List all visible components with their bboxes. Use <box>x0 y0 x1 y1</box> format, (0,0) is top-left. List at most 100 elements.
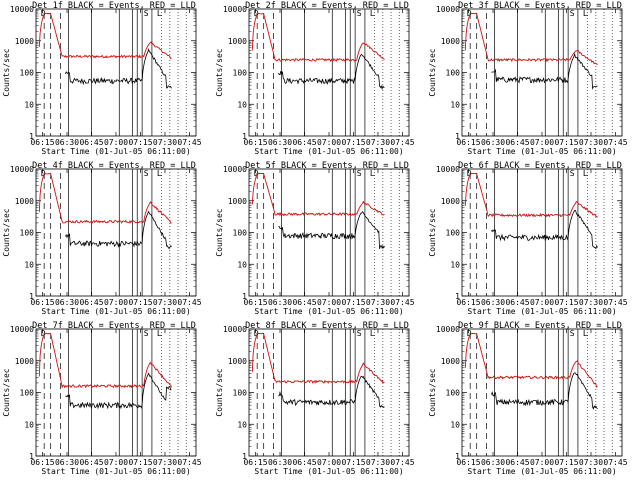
x-tick-label: 06:30 <box>268 458 292 467</box>
x-tick-label: 06:45 <box>505 138 529 147</box>
panel-label-s: S <box>357 329 362 338</box>
x-tick-label: 07:30 <box>366 458 390 467</box>
x-tick-label: 06:30 <box>268 298 292 307</box>
x-tick-label: 07:15 <box>128 138 152 147</box>
x-tick-label: 06:45 <box>79 458 103 467</box>
series-events-line <box>491 209 598 250</box>
y-tick-label: 10000 <box>436 165 460 174</box>
x-tick-label: 07:45 <box>177 138 201 147</box>
series-events-line <box>278 375 385 408</box>
panel-label-l: L <box>370 9 375 18</box>
x-tick-label: 07:45 <box>603 298 627 307</box>
y-tick-label: 1 <box>29 452 34 461</box>
x-tick-label: 07:00 <box>317 138 341 147</box>
panel-label-d: D <box>41 169 46 178</box>
x-tick-label: 06:45 <box>79 138 103 147</box>
x-tick-label: 06:15 <box>243 138 267 147</box>
x-axis-label: Start Time (01-Jul-05 06:11:00) <box>41 307 190 316</box>
y-axis-label: Counts/sec <box>215 48 224 96</box>
y-tick-label: 10000 <box>10 325 34 334</box>
x-tick-label: 07:30 <box>366 298 390 307</box>
x-tick-label: 06:15 <box>30 458 54 467</box>
y-axis-label: Counts/sec <box>215 208 224 256</box>
plot-frame <box>248 8 410 137</box>
x-tick-label: 07:00 <box>530 458 554 467</box>
panel-label-s: S <box>357 169 362 178</box>
panel-label-s: S <box>144 9 149 18</box>
y-tick-label: 1000 <box>15 197 34 206</box>
y-tick-label: 10000 <box>10 165 34 174</box>
x-tick-label: 07:30 <box>579 298 603 307</box>
panel-label-d: D <box>467 169 472 178</box>
y-tick-label: 10 <box>450 100 460 109</box>
y-axis-label: Counts/sec <box>215 368 224 416</box>
x-axis-label: Start Time (01-Jul-05 06:11:00) <box>254 147 403 156</box>
y-axis-label: Counts/sec <box>2 208 11 256</box>
chart-title: Det 7f BLACK = Events, RED = LLD <box>32 321 196 331</box>
x-tick-label: 06:15 <box>30 138 54 147</box>
x-tick-label: 07:45 <box>390 138 414 147</box>
panel-label-d: D <box>41 329 46 338</box>
y-axis-label: Counts/sec <box>2 368 11 416</box>
y-tick-label: 100 <box>20 389 35 398</box>
panel-label-s: S <box>570 9 575 18</box>
x-axis-label: Start Time (01-Jul-05 06:11:00) <box>467 307 616 316</box>
series-events-line <box>65 372 172 410</box>
y-tick-label: 100 <box>20 69 35 78</box>
x-tick-label: 06:30 <box>481 458 505 467</box>
x-tick-label: 07:15 <box>554 458 578 467</box>
x-axis-label: Start Time (01-Jul-05 06:11:00) <box>467 147 616 156</box>
x-tick-label: 07:30 <box>366 138 390 147</box>
chart-title: Det 2f BLACK = Events, RED = LLD <box>245 1 409 11</box>
x-tick-label: 06:30 <box>481 138 505 147</box>
series-lld-line <box>464 12 598 65</box>
chart-title: Det 9f BLACK = Events, RED = LLD <box>458 321 622 331</box>
x-tick-label: 06:15 <box>243 458 267 467</box>
panel-label-d: D <box>467 329 472 338</box>
y-tick-label: 1000 <box>228 357 247 366</box>
y-tick-label: 10 <box>237 260 247 269</box>
x-tick-label: 07:45 <box>603 138 627 147</box>
x-tick-label: 07:00 <box>317 298 341 307</box>
y-tick-label: 100 <box>446 69 461 78</box>
y-tick-label: 10000 <box>223 5 247 14</box>
x-tick-label: 07:00 <box>104 138 128 147</box>
series-lld-line <box>38 12 172 60</box>
x-tick-label: 07:30 <box>153 298 177 307</box>
series-lld-line <box>464 332 598 388</box>
y-axis-label: Counts/sec <box>428 48 437 96</box>
x-tick-label: 06:45 <box>79 298 103 307</box>
chart-panel-2: Det 2f BLACK = Events, RED = LLD10000100… <box>215 1 415 156</box>
y-axis-label: Counts/sec <box>428 208 437 256</box>
panel-label-l: L <box>583 329 588 338</box>
panel-label-l: L <box>370 329 375 338</box>
y-tick-label: 1000 <box>228 197 247 206</box>
x-tick-label: 06:45 <box>292 138 316 147</box>
x-tick-label: 07:15 <box>128 458 152 467</box>
chart-title: Det 6f BLACK = Events, RED = LLD <box>458 161 622 171</box>
series-events-line <box>278 53 385 91</box>
chart-panel-7: Det 7f BLACK = Events, RED = LLD10000100… <box>2 321 202 476</box>
series-lld-line <box>251 12 385 62</box>
panel-label-d: D <box>41 9 46 18</box>
y-tick-label: 100 <box>446 229 461 238</box>
y-tick-label: 1000 <box>441 197 460 206</box>
y-tick-label: 1 <box>29 292 34 301</box>
y-tick-label: 10 <box>24 420 34 429</box>
y-tick-label: 1 <box>242 292 247 301</box>
y-tick-label: 1000 <box>15 37 34 46</box>
panel-label-s: S <box>144 169 149 178</box>
panel-label-l: L <box>583 169 588 178</box>
series-events-line <box>491 372 598 410</box>
x-tick-label: 06:15 <box>456 458 480 467</box>
series-lld-line <box>251 332 385 384</box>
chart-title: Det 3f BLACK = Events, RED = LLD <box>458 1 622 11</box>
x-tick-label: 07:45 <box>603 458 627 467</box>
chart-title: Det 4f BLACK = Events, RED = LLD <box>32 161 196 171</box>
panel-label-d: D <box>254 9 259 18</box>
y-tick-label: 100 <box>233 389 248 398</box>
series-lld-line <box>38 332 172 389</box>
y-tick-label: 100 <box>20 229 35 238</box>
